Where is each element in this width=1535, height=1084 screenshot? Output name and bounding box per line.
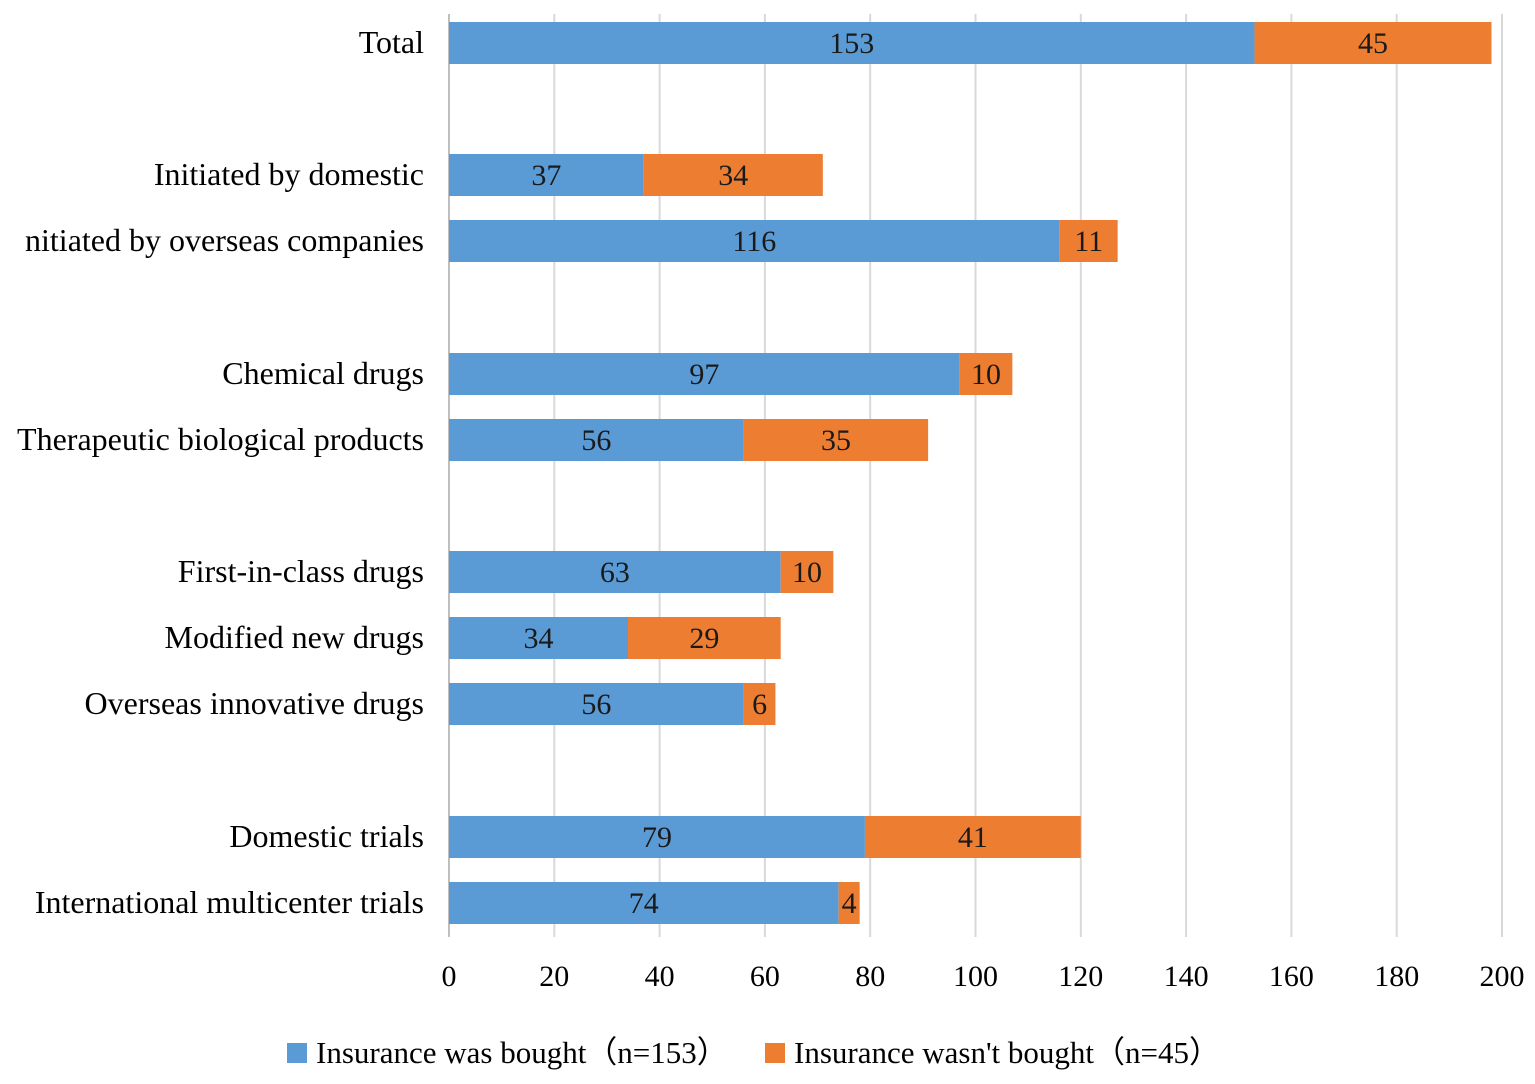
data-label-not-bought: 41 — [958, 821, 988, 854]
category-labels: Total Initiated by domestic nitiated by ov… — [17, 24, 424, 920]
bar-not-bought — [1059, 220, 1118, 262]
legend-swatch-bought — [287, 1043, 307, 1063]
bar-bought — [449, 154, 644, 196]
data-label-not-bought: 6 — [752, 688, 767, 721]
bar-not-bought — [1254, 22, 1492, 64]
data-label-bought: 34 — [524, 622, 554, 655]
data-label-bought: 79 — [642, 821, 672, 854]
bar-not-bought — [838, 882, 860, 924]
x-tick-label: 60 — [750, 960, 780, 993]
data-label-not-bought: 10 — [792, 556, 822, 589]
data-label-not-bought: 11 — [1074, 225, 1103, 258]
x-tick-label: 120 — [1058, 960, 1103, 993]
bar-not-bought — [743, 683, 776, 725]
category-label: nitiated by overseas companies — [25, 222, 424, 258]
data-label-bought: 37 — [531, 159, 561, 192]
bar-bought — [449, 882, 839, 924]
category-label: Overseas innovative drugs — [85, 685, 424, 721]
bar-bought — [449, 816, 865, 858]
bar-not-bought — [780, 551, 834, 593]
x-tick-label: 200 — [1480, 960, 1525, 993]
bar-bought — [449, 551, 781, 593]
legend-label-not-bought: Insurance wasn't bought（n=45） — [794, 1035, 1220, 1070]
category-label: Initiated by domestic — [154, 156, 424, 192]
legend-label-bought: Insurance was bought（n=153） — [316, 1035, 728, 1070]
legend: Insurance was bought（n=153） Insurance was… — [287, 1035, 1220, 1070]
data-label-not-bought: 45 — [1358, 27, 1388, 60]
bar-not-bought — [959, 353, 1013, 395]
legend-swatch-not-bought — [765, 1043, 785, 1063]
bar-bought — [449, 220, 1060, 262]
data-label-bought: 56 — [581, 688, 611, 721]
x-tick-label: 180 — [1374, 960, 1419, 993]
data-label-not-bought: 29 — [689, 622, 719, 655]
x-tick-label: 160 — [1269, 960, 1314, 993]
category-label: Chemical drugs — [222, 355, 424, 391]
data-label-not-bought: 4 — [842, 887, 857, 920]
x-tick-label: 20 — [539, 960, 569, 993]
data-label-bought: 97 — [689, 358, 719, 391]
data-label-bought: 74 — [629, 887, 659, 920]
category-label: First-in-class drugs — [178, 553, 424, 589]
category-label: Therapeutic biological products — [17, 421, 424, 457]
x-tick-label: 80 — [855, 960, 885, 993]
category-label: Modified new drugs — [164, 619, 424, 655]
data-label-bought: 63 — [600, 556, 630, 589]
x-tick-label: 0 — [442, 960, 457, 993]
category-label: Domestic trials — [229, 818, 424, 854]
x-tick-labels: 0 20 40 60 80 100 120 140 160 180 200 — [442, 960, 1525, 993]
bar-not-bought — [643, 154, 823, 196]
category-label: Total — [359, 24, 424, 60]
data-label-not-bought: 34 — [718, 159, 748, 192]
x-tick-label: 40 — [645, 960, 675, 993]
bar-bought — [449, 419, 744, 461]
bar-not-bought — [628, 617, 781, 659]
bars — [449, 22, 1492, 924]
data-label-bought: 153 — [829, 27, 874, 60]
bar-not-bought — [743, 419, 929, 461]
data-label-not-bought: 35 — [821, 424, 851, 457]
gridlines — [448, 14, 1503, 937]
data-label-not-bought: 10 — [971, 358, 1001, 391]
bar-bought — [449, 353, 960, 395]
bar-bought — [449, 683, 744, 725]
category-label: International multicenter trials — [35, 884, 424, 920]
data-label-bought: 56 — [581, 424, 611, 457]
x-tick-label: 100 — [953, 960, 998, 993]
bar-bought — [449, 22, 1255, 64]
x-tick-label: 140 — [1164, 960, 1209, 993]
bar-not-bought — [864, 816, 1081, 858]
bar-bought — [449, 617, 629, 659]
data-label-bought: 116 — [732, 225, 776, 258]
data-labels: 153 45 37 34 116 11 97 10 56 35 63 10 34 29 56 6 79 41 74 4 — [524, 27, 1389, 920]
